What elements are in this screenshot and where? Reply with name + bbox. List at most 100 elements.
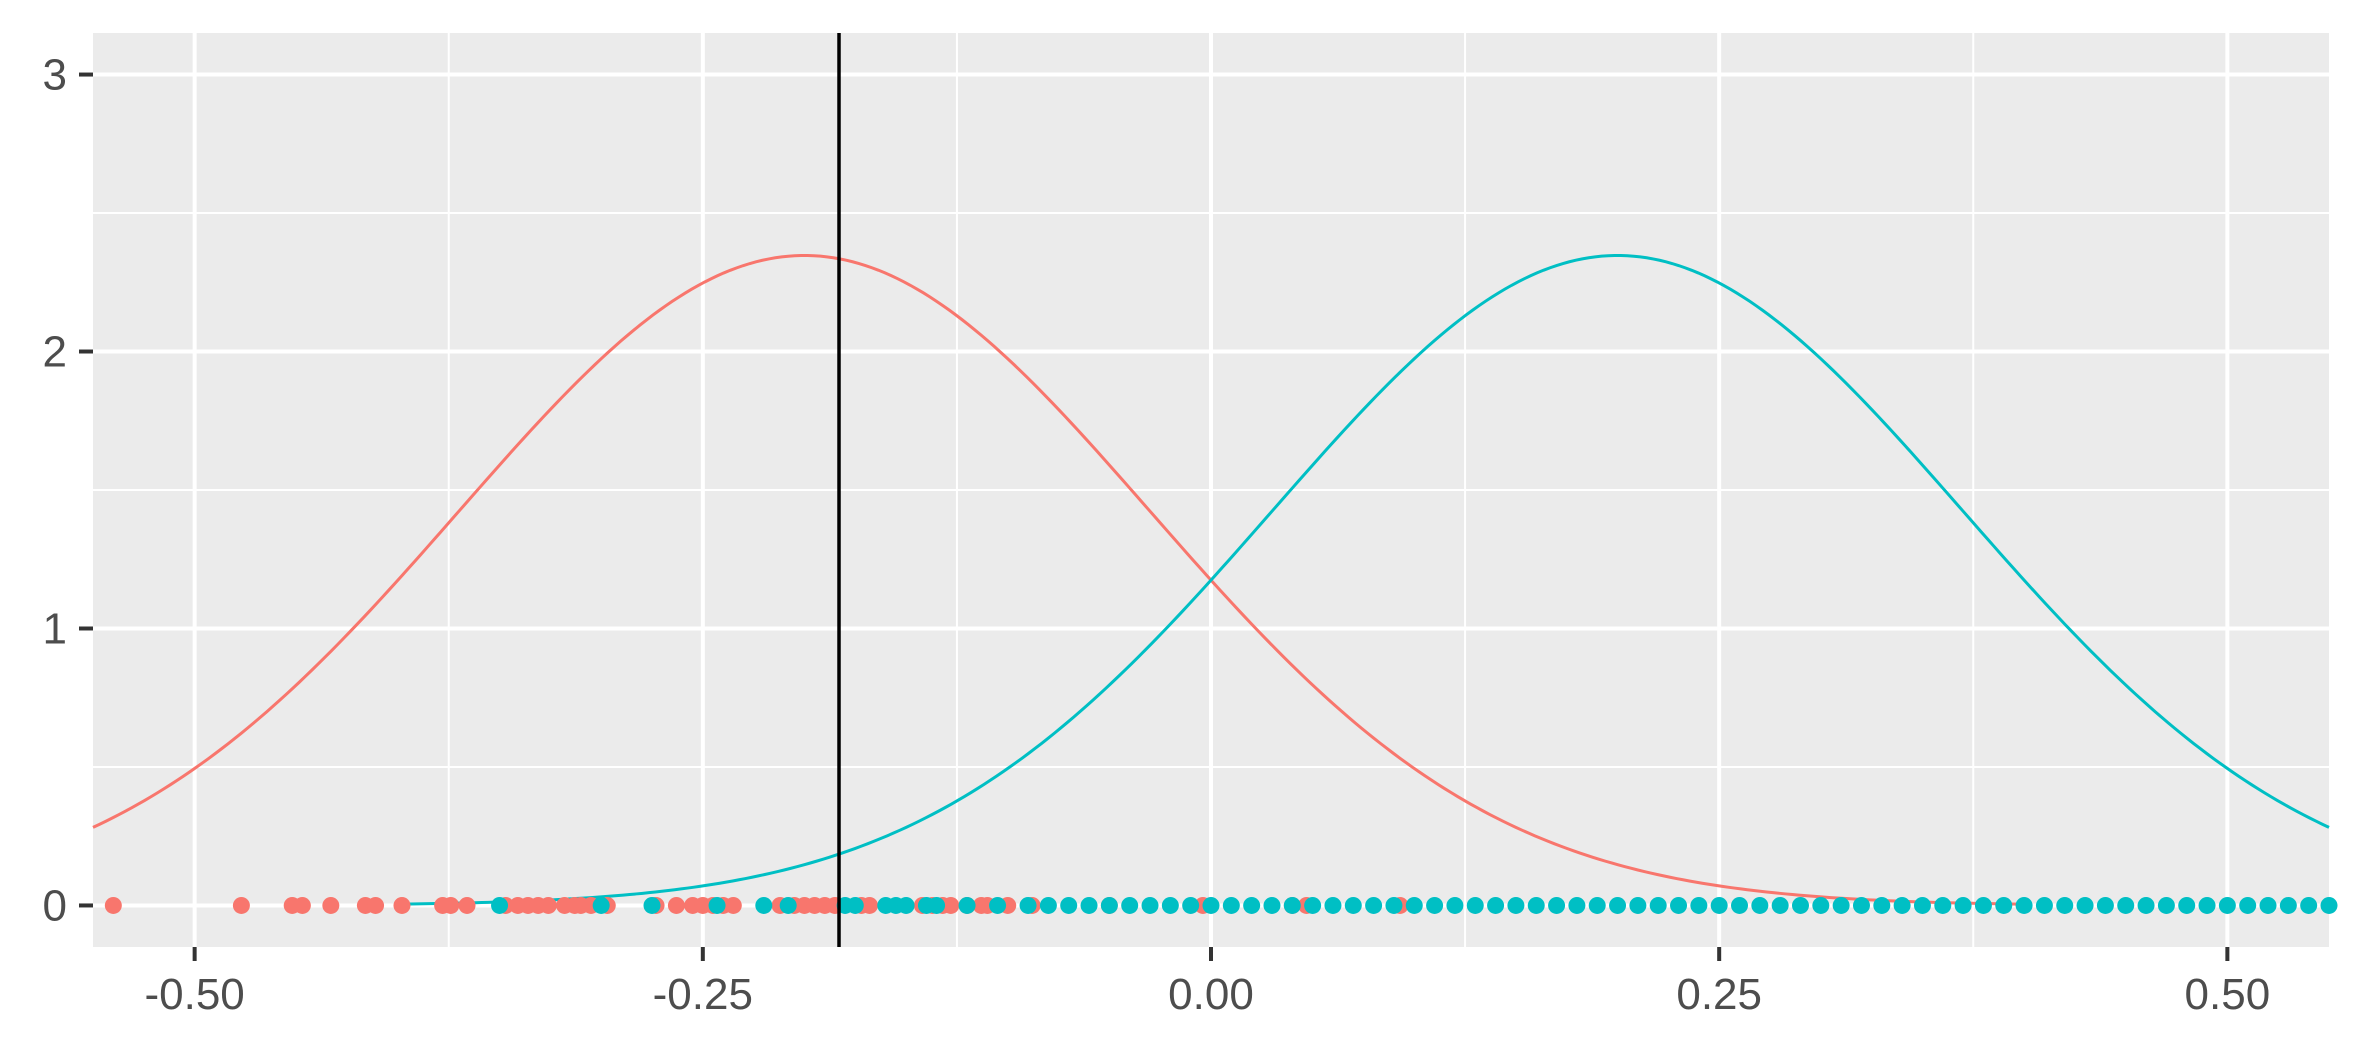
data-point	[1609, 896, 1627, 914]
data-point	[1039, 896, 1057, 914]
x-tick-label: -0.25	[653, 970, 753, 1019]
data-point	[104, 896, 122, 914]
data-point	[1222, 896, 1240, 914]
data-point	[1121, 896, 1139, 914]
data-point	[491, 896, 509, 914]
data-point	[897, 896, 915, 914]
data-point	[1202, 896, 1220, 914]
data-point	[1812, 896, 1830, 914]
data-point	[1182, 896, 1200, 914]
data-point	[2096, 896, 2114, 914]
data-point	[1019, 896, 1037, 914]
data-point	[928, 896, 946, 914]
data-point	[1974, 896, 1992, 914]
data-point	[1344, 896, 1362, 914]
data-point	[989, 896, 1007, 914]
x-tick-label: 0.25	[1676, 970, 1762, 1019]
data-point	[667, 896, 685, 914]
data-point	[2157, 896, 2175, 914]
data-point	[942, 896, 960, 914]
data-point	[1324, 896, 1342, 914]
data-point	[322, 896, 340, 914]
y-tick-label: 2	[43, 328, 67, 377]
data-point	[1710, 896, 1728, 914]
data-point	[1548, 896, 1566, 914]
data-point	[293, 896, 311, 914]
data-point	[2015, 896, 2033, 914]
data-point	[2198, 896, 2216, 914]
data-point	[1893, 896, 1911, 914]
data-point	[1446, 896, 1464, 914]
data-point	[1385, 896, 1403, 914]
data-point	[1405, 896, 1423, 914]
data-point	[1629, 896, 1647, 914]
data-point	[1731, 896, 1749, 914]
data-point	[1751, 896, 1769, 914]
data-point	[1771, 896, 1789, 914]
data-point	[1487, 896, 1505, 914]
data-point	[2056, 896, 2074, 914]
x-tick-label: 0.50	[2185, 970, 2271, 1019]
data-point	[1873, 896, 1891, 914]
data-point	[1690, 896, 1708, 914]
data-point	[1466, 896, 1484, 914]
data-point	[1832, 896, 1850, 914]
data-point	[2035, 896, 2053, 914]
data-point	[846, 896, 864, 914]
density-curve	[397, 254, 2330, 906]
data-point	[2279, 896, 2297, 914]
data-point	[1934, 896, 1952, 914]
data-point	[393, 896, 411, 914]
data-point	[643, 896, 661, 914]
data-point	[1995, 896, 2013, 914]
density-curve	[92, 254, 2025, 906]
data-point	[1060, 896, 1078, 914]
data-point	[1954, 896, 1972, 914]
data-point	[1283, 896, 1301, 914]
data-point	[1141, 896, 1159, 914]
data-point	[232, 896, 250, 914]
data-point	[1100, 896, 1118, 914]
y-tick-label: 3	[43, 51, 67, 100]
data-point	[958, 896, 976, 914]
data-point	[2076, 896, 2094, 914]
data-point	[1670, 896, 1688, 914]
data-point	[1568, 896, 1586, 914]
data-point	[1304, 896, 1322, 914]
axes: -0.50 -0.25 0.00 0.25 0.50 0 1 2 3	[43, 51, 2271, 1019]
data-point	[458, 896, 476, 914]
data-point	[442, 896, 460, 914]
data-point	[1791, 896, 1809, 914]
data-point	[2300, 896, 2318, 914]
data-point	[1913, 896, 1931, 914]
data-point	[1852, 896, 1870, 914]
y-tick-label: 1	[43, 604, 67, 653]
data-point	[2239, 896, 2257, 914]
data-point	[708, 896, 726, 914]
density-curves	[92, 254, 2330, 906]
data-point	[1649, 896, 1667, 914]
data-point	[2259, 896, 2277, 914]
data-point	[1080, 896, 1098, 914]
data-point	[1588, 896, 1606, 914]
data-point	[2320, 896, 2338, 914]
data-point	[2178, 896, 2196, 914]
data-points	[104, 896, 2338, 914]
data-point	[1426, 896, 1444, 914]
data-point	[1365, 896, 1383, 914]
data-point	[1527, 896, 1545, 914]
data-point	[1507, 896, 1525, 914]
data-point	[779, 896, 797, 914]
data-point	[1161, 896, 1179, 914]
y-tick-label: 0	[43, 881, 67, 930]
data-point	[1263, 896, 1281, 914]
data-point	[2117, 896, 2135, 914]
data-point	[724, 896, 742, 914]
x-tick-label: -0.50	[144, 970, 244, 1019]
data-point	[2218, 896, 2236, 914]
data-point	[367, 896, 385, 914]
data-point	[592, 896, 610, 914]
data-point	[2137, 896, 2155, 914]
data-point	[755, 896, 773, 914]
